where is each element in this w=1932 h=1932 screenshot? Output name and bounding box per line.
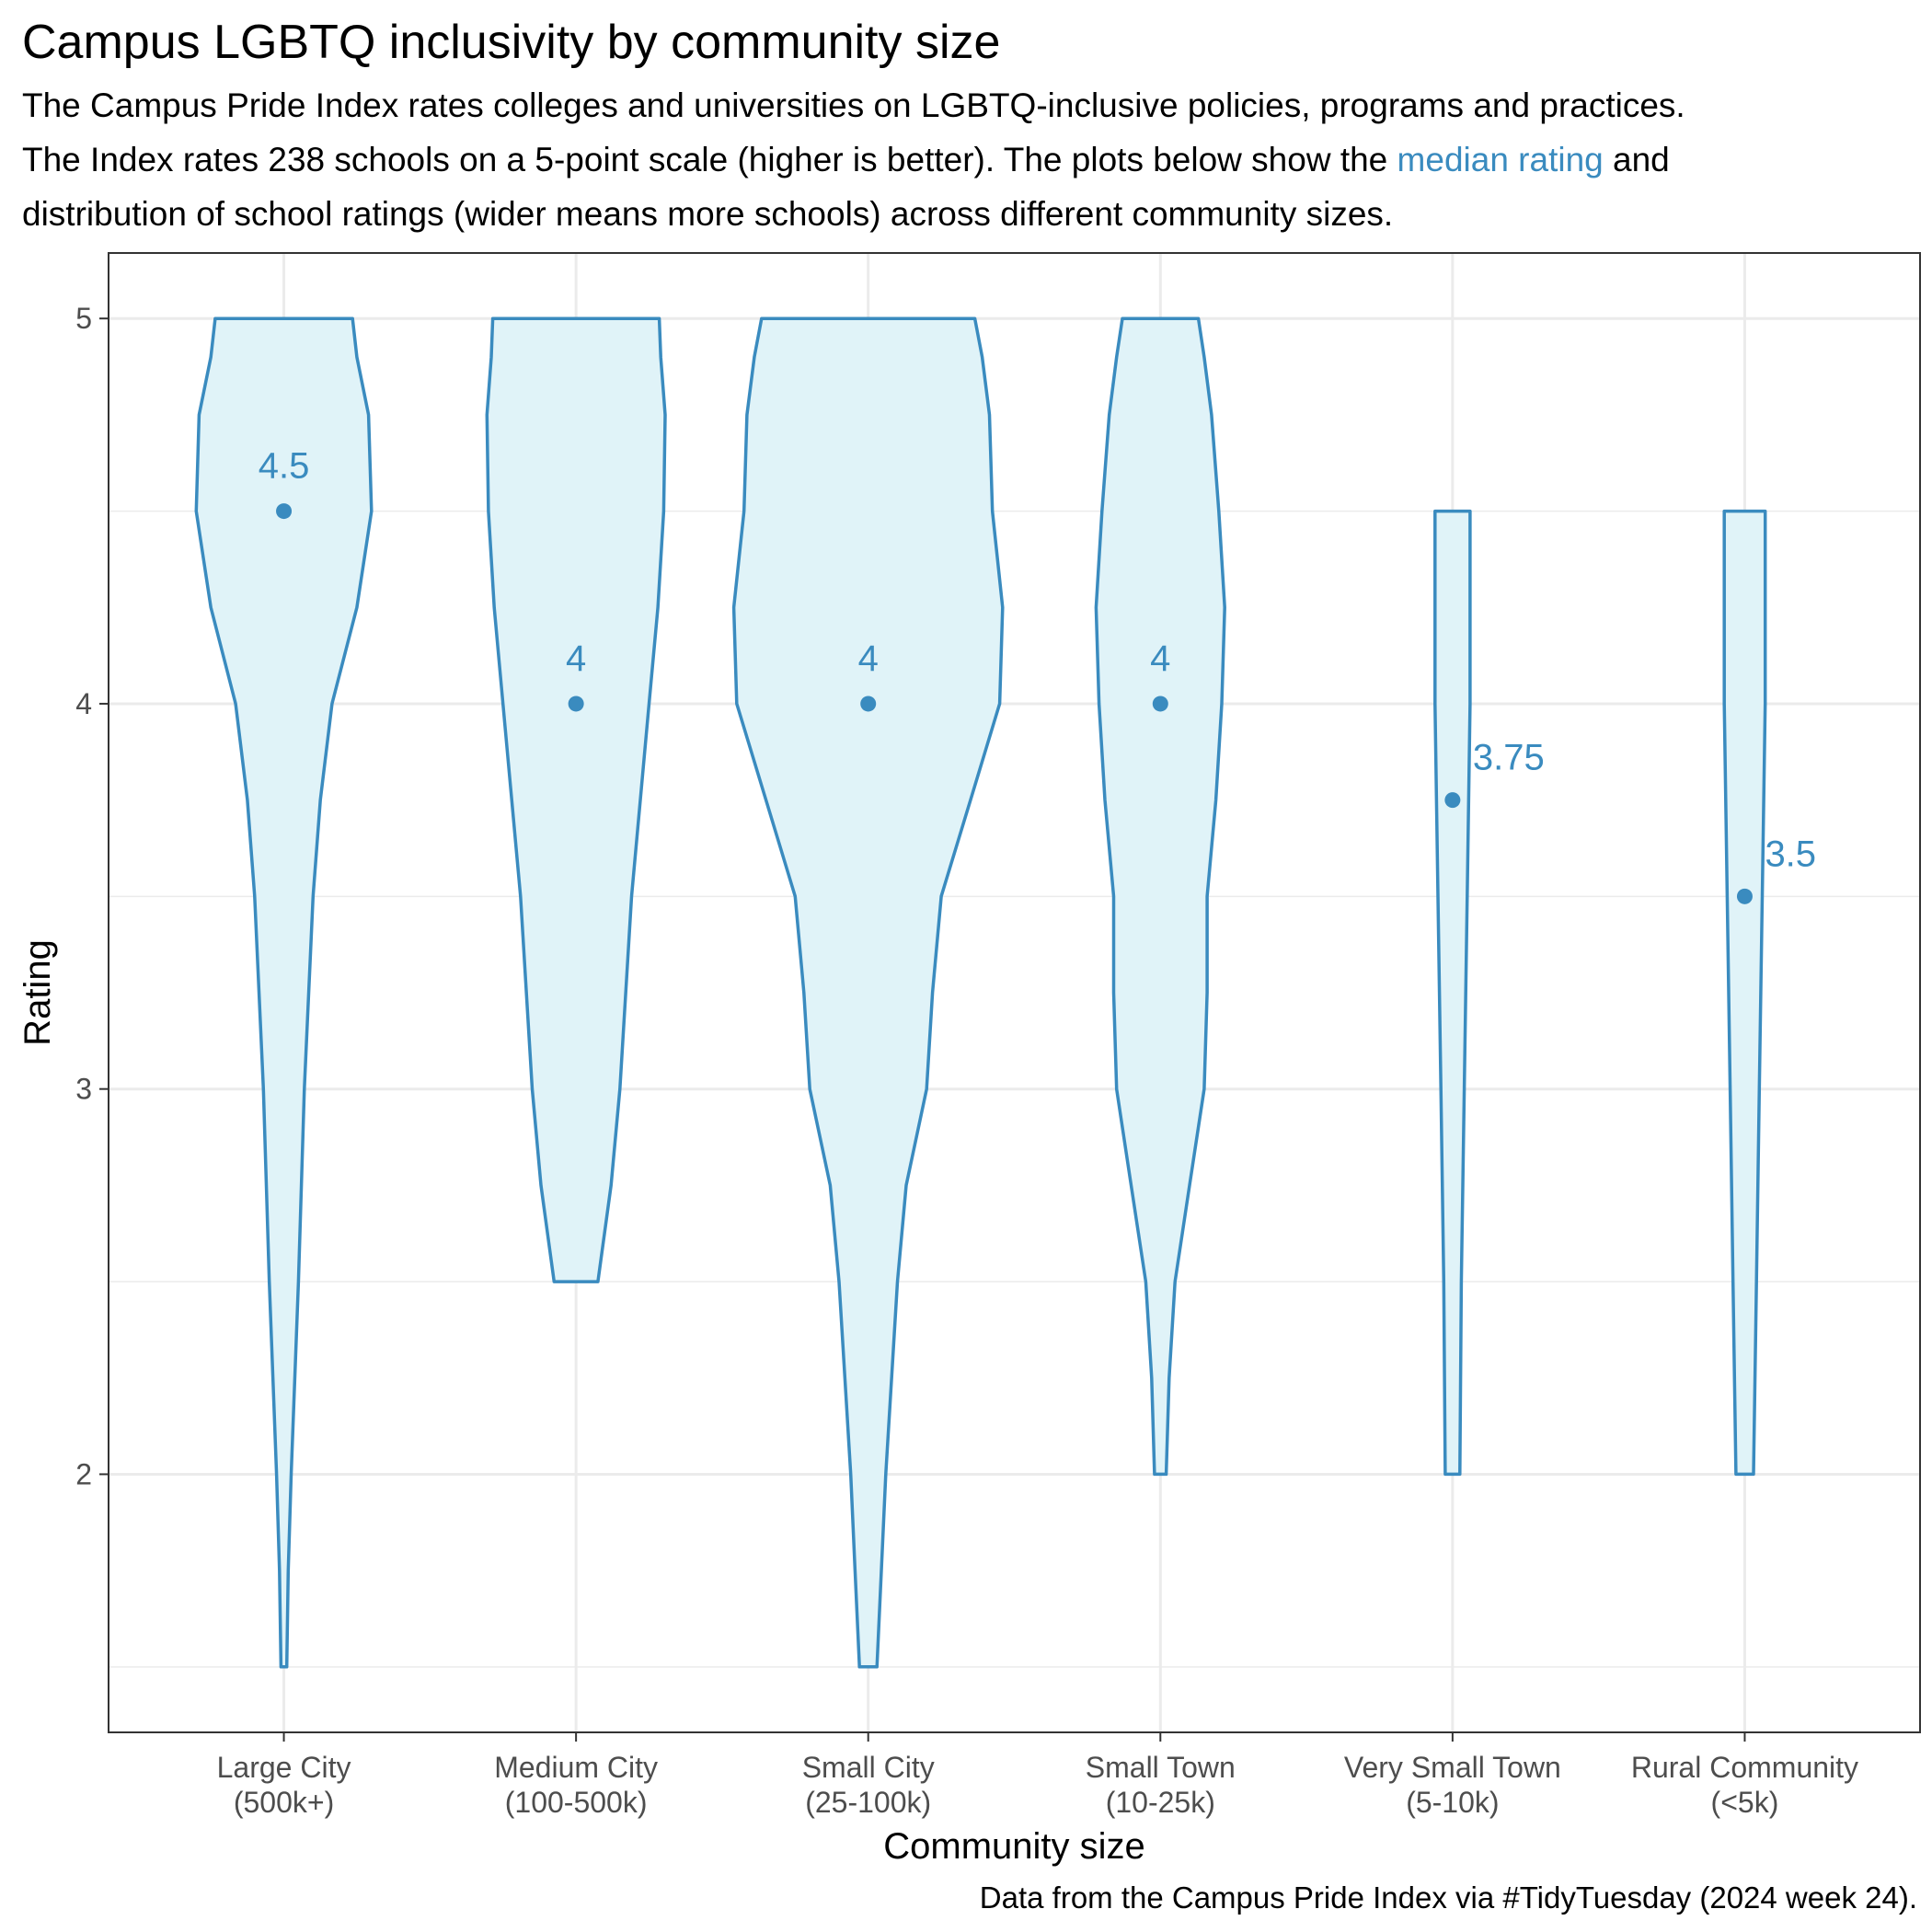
data-source-caption: Data from the Campus Pride Index via #Ti… bbox=[979, 1880, 1917, 1915]
subtitle-line-3: distribution of school ratings (wider me… bbox=[22, 195, 1394, 233]
subtitle-line-2-start: The Index rates 238 schools on a 5-point… bbox=[22, 141, 1397, 178]
x-tick-label-sub: (100-500k) bbox=[505, 1786, 648, 1819]
x-tick-label: Large City bbox=[217, 1751, 351, 1784]
x-tick-label: Rural Community bbox=[1631, 1751, 1858, 1784]
median-point bbox=[568, 696, 584, 712]
violin-shape bbox=[485, 316, 667, 1283]
median-point bbox=[860, 696, 877, 712]
chart-subtitle: The Campus Pride Index rates colleges an… bbox=[22, 78, 1917, 241]
median-point bbox=[1152, 696, 1168, 712]
y-axis-title: Rating bbox=[17, 939, 58, 1046]
x-tick-label: Small City bbox=[802, 1751, 935, 1784]
violin-shape bbox=[731, 316, 1005, 1669]
median-rating-highlight: median rating bbox=[1397, 141, 1604, 178]
median-point bbox=[1444, 792, 1461, 809]
panel-border bbox=[108, 252, 1921, 1733]
violin-shape bbox=[194, 316, 374, 1669]
violin-shape bbox=[1094, 316, 1226, 1477]
chart-title: Campus LGBTQ inclusivity by community si… bbox=[22, 16, 1001, 69]
median-label: 3.5 bbox=[1765, 834, 1816, 874]
y-tick-label: 2 bbox=[75, 1457, 92, 1490]
x-tick-label: Small Town bbox=[1086, 1751, 1236, 1784]
x-axis-title: Community size bbox=[883, 1826, 1145, 1867]
x-tick-label-sub: (<5k) bbox=[1711, 1786, 1779, 1819]
median-label: 3.75 bbox=[1473, 738, 1545, 778]
median-label: 4 bbox=[566, 638, 586, 679]
x-tick-label: Very Small Town bbox=[1344, 1751, 1561, 1784]
median-label: 4 bbox=[1150, 638, 1170, 679]
y-tick-label: 5 bbox=[75, 302, 92, 335]
subtitle-line-1: The Campus Pride Index rates colleges an… bbox=[22, 86, 1685, 124]
x-tick-label-sub: (500k+) bbox=[234, 1786, 334, 1819]
x-tick-label-sub: (10-25k) bbox=[1106, 1786, 1215, 1819]
y-tick-label: 4 bbox=[75, 687, 92, 720]
subtitle-line-2: The Index rates 238 schools on a 5-point… bbox=[22, 132, 1917, 187]
median-point bbox=[276, 503, 293, 520]
x-tick-label: Medium City bbox=[494, 1751, 658, 1784]
y-tick-label: 3 bbox=[75, 1073, 92, 1106]
subtitle-line-2-end: and bbox=[1603, 141, 1670, 178]
median-point bbox=[1736, 888, 1753, 904]
median-label: 4.5 bbox=[259, 446, 310, 487]
x-tick-label-sub: (5-10k) bbox=[1406, 1786, 1499, 1819]
x-tick-label-sub: (25-100k) bbox=[805, 1786, 931, 1819]
median-label: 4 bbox=[858, 638, 879, 679]
violin-shape bbox=[1722, 509, 1767, 1477]
violin-shape bbox=[1433, 509, 1472, 1477]
